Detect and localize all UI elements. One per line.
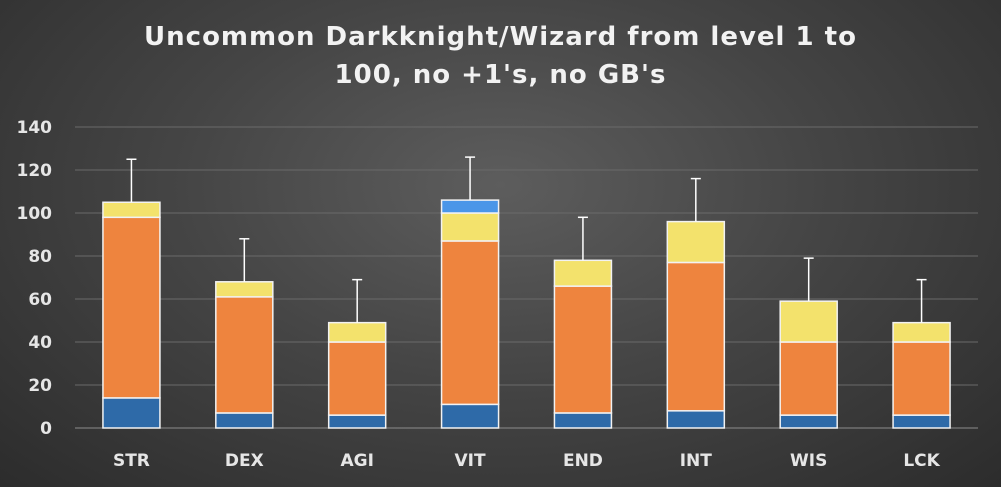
chart-title-line-2: 100, no +1's, no GB's: [334, 60, 667, 90]
y-tick-label: 40: [28, 333, 52, 353]
x-tick-label: LCK: [903, 451, 940, 471]
bar-segment: [892, 341, 951, 416]
y-tick-label: 80: [28, 247, 52, 267]
bar-segment: [440, 199, 500, 214]
bar-segment: [779, 341, 838, 416]
y-tick-label: 0: [40, 419, 52, 439]
chart-title: Uncommon Darkknight/Wizard from level 1 …: [0, 18, 1001, 94]
x-tick-label: AGI: [340, 451, 373, 471]
bar-segment: [440, 403, 500, 429]
y-tick-label: 100: [17, 204, 53, 224]
bar-segment: [553, 412, 613, 429]
bar-segment: [327, 414, 387, 429]
x-tick-label: DEX: [225, 451, 264, 471]
x-tick-label: END: [563, 451, 603, 471]
y-tick-label: 140: [17, 118, 53, 138]
y-tick-label: 20: [28, 376, 52, 396]
bar-segment: [666, 261, 726, 412]
bar-segment: [666, 220, 726, 264]
x-tick-label: WIS: [790, 451, 827, 471]
bar-segment: [779, 300, 838, 343]
bar-segment: [327, 341, 387, 416]
bar-segment: [102, 216, 161, 399]
bar-segment: [666, 410, 726, 429]
bar-segment: [215, 281, 274, 298]
bar-segment: [215, 412, 274, 429]
bar-segment: [327, 321, 387, 343]
chart-title-line-1: Uncommon Darkknight/Wizard from level 1 …: [144, 22, 857, 52]
bar-segment: [440, 240, 500, 406]
x-tick-label: INT: [680, 451, 713, 471]
bar-segment: [892, 414, 951, 429]
bar-segment: [440, 212, 500, 242]
bar-segment: [102, 397, 161, 429]
bar-segment: [892, 321, 951, 343]
bar-segment: [102, 201, 161, 219]
x-tick-label: STR: [113, 451, 150, 471]
y-tick-label: 60: [28, 290, 52, 310]
bar-segment: [779, 414, 838, 429]
bar-segment: [553, 259, 613, 287]
bar-segment: [215, 296, 274, 414]
y-tick-label: 120: [17, 161, 53, 181]
bar-segment: [553, 285, 613, 414]
x-tick-label: VIT: [455, 451, 486, 471]
